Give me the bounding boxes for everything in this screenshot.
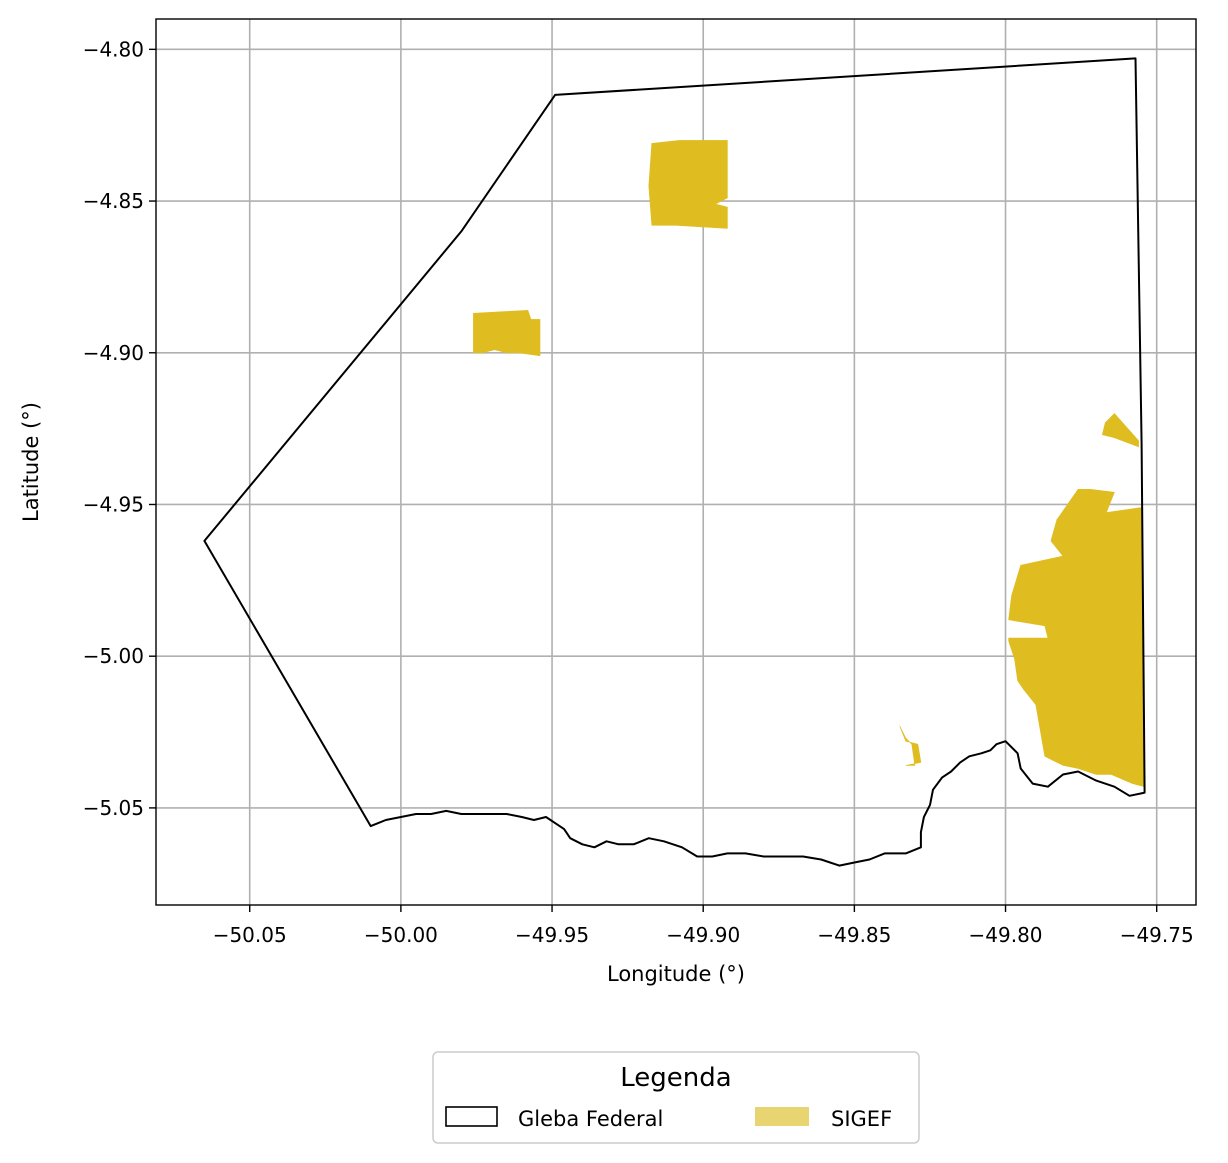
legend-swatch-gleba (445, 1106, 498, 1127)
legend-label-sigef: SIGEF (831, 1107, 892, 1131)
x-tick-label: −49.75 (1120, 923, 1194, 947)
x-tick-label: −49.95 (515, 923, 589, 947)
sigef-parcel-5 (1008, 507, 1145, 788)
y-tick-label: −4.90 (83, 341, 144, 365)
sigef-parcel-6 (899, 725, 922, 766)
x-tick-label: −49.80 (969, 923, 1043, 947)
sigef-layer (473, 140, 1145, 788)
x-tick-label: −50.05 (213, 923, 287, 947)
y-tick-label: −4.85 (83, 189, 144, 213)
y-tick-label: −5.00 (83, 644, 144, 668)
x-tick-label: −49.85 (817, 923, 891, 947)
sigef-parcel-3 (1101, 413, 1139, 448)
gleba-federal-layer (203, 57, 1146, 867)
sigef-parcel-2 (473, 309, 541, 357)
sigef-parcel-1 (648, 140, 728, 229)
x-axis-ticks: −50.05 −50.00 −49.95 −49.90 −49.85 −49.80 −49.… (213, 905, 1194, 947)
legend: Legenda Gleba Federal SIGEF (432, 1051, 920, 1144)
grid (156, 19, 1196, 905)
gleba-federal-boundary (203, 57, 1146, 867)
y-tick-label: −5.05 (83, 796, 144, 820)
x-tick-label: −50.00 (364, 923, 438, 947)
legend-label-gleba: Gleba Federal (518, 1107, 663, 1131)
legend-title: Legenda (620, 1063, 731, 1093)
axes-frame (155, 18, 1197, 906)
x-axis-label: Longitude (°) (607, 962, 745, 986)
y-tick-label: −4.95 (83, 492, 144, 516)
y-axis-label: Latitude (°) (19, 402, 43, 522)
y-axis-ticks: −4.80 −4.85 −4.90 −4.95 −5.00 −5.05 (83, 37, 156, 820)
x-tick-label: −49.90 (666, 923, 740, 947)
legend-swatch-sigef (755, 1107, 809, 1126)
y-tick-label: −4.80 (83, 37, 144, 61)
